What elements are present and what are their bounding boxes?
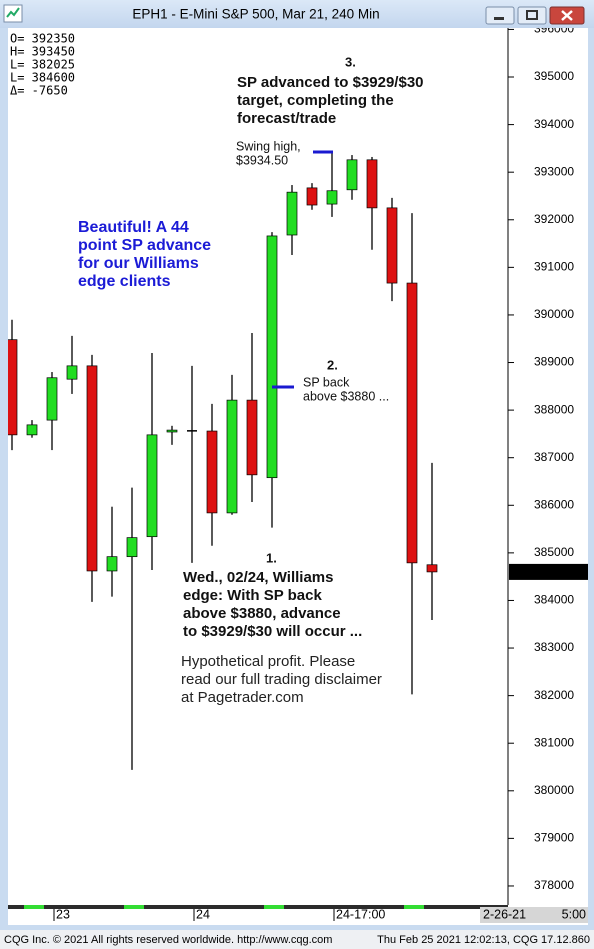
footer (0, 930, 594, 949)
minimize-button[interactable] (485, 6, 515, 25)
y-tick-label: 386000 (534, 497, 574, 511)
annotation-step3: forecast/trade (237, 110, 336, 127)
y-axis-area (508, 28, 588, 905)
candle-body (266, 235, 278, 479)
annotation-disclaimer: at Pagetrader.com (181, 689, 304, 706)
candle-body (426, 564, 438, 573)
candle-body (146, 434, 158, 538)
annotation-step2-num: 2. (327, 357, 338, 372)
candle-body (366, 159, 378, 209)
candle-body (187, 430, 197, 432)
footer-right: Thu Feb 25 2021 12:02:13, CQG 17.12.860 (377, 934, 590, 946)
x-tick-label: 24 (196, 907, 210, 921)
x-tick-label: 24-17:00 (336, 907, 385, 921)
annotation-step3: target, completing the (237, 92, 394, 109)
window-title: EPH1 - E-Mini S&P 500, Mar 21, 240 Min (132, 7, 379, 22)
maximize-button[interactable] (517, 6, 547, 25)
annotation-swing: $3934.50 (236, 153, 288, 167)
candle-body (286, 191, 298, 236)
annotation-disclaimer: Hypothetical profit. Please (181, 653, 355, 670)
info-line: O= 392350 (10, 32, 75, 46)
y-tick-label: 387000 (534, 450, 574, 464)
y-tick-label: 392000 (534, 212, 574, 226)
y-tick-label: 388000 (534, 402, 574, 416)
y-tick-label: 389000 (534, 355, 574, 369)
annotation-step1: to $3929/$30 will occur ... (183, 623, 362, 640)
candle-body (166, 429, 178, 433)
candle-body (8, 339, 18, 436)
y-tick-label: 380000 (534, 783, 574, 797)
annotation-beautiful: point SP advance (78, 237, 211, 254)
y-tick-label: 381000 (534, 735, 574, 749)
y-tick-label: 379000 (534, 831, 574, 845)
annotation-beautiful: for our Williams (78, 255, 199, 272)
annotation-step1: above $3880, advance (183, 605, 341, 622)
last-price-box (509, 563, 588, 580)
candle-body (66, 365, 78, 380)
candle-body (26, 424, 38, 436)
y-tick-label: 382000 (534, 688, 574, 702)
annotation-step1: Wed., 02/24, Williams (183, 569, 333, 586)
annotation-step3-num: 3. (345, 54, 356, 69)
date-box-label: 2-26-21 (483, 907, 526, 921)
footer-left: CQG Inc. © 2021 All rights reserved worl… (4, 934, 332, 946)
x-tick-label: 23 (56, 907, 70, 921)
last-price-label: 384600 (534, 564, 574, 578)
annotation-step2: SP back (303, 375, 350, 389)
y-tick-label: 395000 (534, 69, 574, 83)
candle-body (86, 365, 98, 572)
candle-body (126, 537, 138, 558)
annotation-step1-num: 1. (266, 550, 277, 565)
candle-body (106, 556, 118, 572)
time-box-label: 5:00 (562, 907, 586, 921)
y-tick-label: 390000 (534, 307, 574, 321)
y-tick-label: 384000 (534, 593, 574, 607)
candle-body (246, 399, 258, 476)
y-tick-label: 385000 (534, 545, 574, 559)
session-strip (8, 905, 508, 909)
annotation-step3: SP advanced to $3929/$30 (237, 74, 424, 91)
y-tick-label: 391000 (534, 260, 574, 274)
candle-body (406, 282, 418, 564)
candle-body (306, 187, 318, 206)
candle-body (226, 399, 238, 514)
info-line: L= 384600 (10, 71, 75, 85)
date-box (480, 907, 588, 923)
annotation-beautiful: edge clients (78, 273, 171, 290)
y-tick-label: 396000 (534, 22, 574, 36)
y-tick-label: 393000 (534, 164, 574, 178)
candle-body (346, 159, 358, 191)
candle-body (46, 377, 58, 421)
info-line: H= 393450 (10, 45, 75, 59)
annotation-step1: edge: With SP back (183, 587, 322, 604)
candle-body (206, 430, 218, 514)
annotation-swing: Swing high, (236, 139, 301, 153)
x-axis-area (8, 905, 588, 925)
y-tick-label: 394000 (534, 117, 574, 131)
annotation-step2: above $3880 ... (303, 389, 389, 403)
annotation-beautiful: Beautiful! A 44 (78, 219, 189, 236)
y-tick-label: 378000 (534, 878, 574, 892)
info-line: Δ= -7650 (10, 84, 68, 98)
info-line: L= 382025 (10, 58, 75, 72)
annotation-disclaimer: read our full trading disclaimer (181, 671, 382, 688)
y-tick-label: 383000 (534, 640, 574, 654)
candle-body (386, 207, 398, 284)
candle-body (326, 190, 338, 205)
